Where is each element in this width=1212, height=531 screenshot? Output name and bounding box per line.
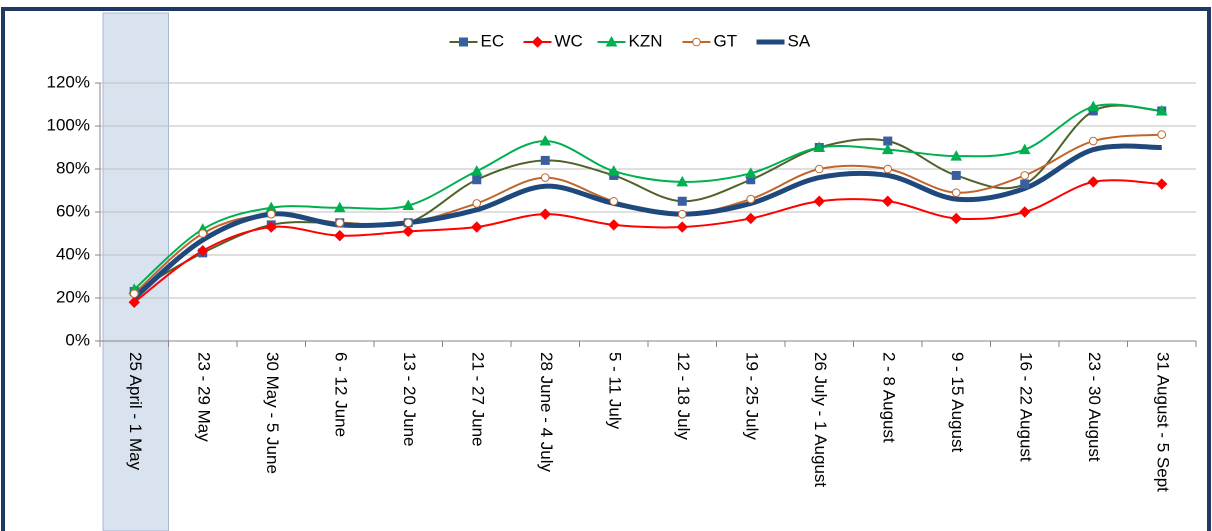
frame — [1, 7, 1211, 531]
marker — [813, 141, 826, 152]
marker — [676, 175, 689, 187]
marker — [540, 155, 550, 165]
marker — [881, 143, 894, 155]
marker — [539, 135, 552, 146]
marker — [883, 164, 893, 174]
marker — [198, 229, 208, 238]
marker — [608, 219, 620, 231]
x-tick-label: 9 - 15 August — [948, 352, 967, 452]
series-line — [133, 179, 1162, 304]
x-tick-label: 21 - 27 June — [468, 352, 487, 447]
legend-item: SA — [756, 31, 811, 50]
marker — [1088, 136, 1098, 146]
marker — [609, 196, 619, 206]
marker — [744, 167, 757, 178]
marker — [471, 221, 483, 233]
x-tick-label: 6 - 12 June — [331, 352, 350, 437]
legend-label: WC — [555, 31, 583, 50]
legend-label: KZN — [629, 31, 663, 50]
marker — [335, 218, 345, 228]
marker — [531, 36, 544, 48]
x-tick-label: 12 - 18 July — [674, 352, 693, 440]
marker — [1020, 179, 1030, 189]
x-tick-label: 25 April - 1 May — [126, 352, 145, 471]
legend-item: EC — [449, 31, 505, 50]
x-tick-label: 28 June - 4 July — [537, 352, 556, 473]
y-tick-label: 60% — [56, 201, 90, 220]
marker — [950, 150, 963, 161]
x-tick-label: 30 May - 5 June — [263, 352, 282, 474]
x-tick-label: 5 - 11 July — [605, 352, 624, 430]
marker — [677, 209, 687, 219]
series-line — [133, 104, 1162, 293]
marker — [605, 35, 618, 47]
x-tick-label: 26 July - 1 August — [811, 352, 830, 487]
marker — [1018, 143, 1031, 155]
marker — [951, 188, 961, 197]
y-tick-label: 80% — [56, 158, 90, 177]
marker — [950, 212, 962, 225]
series-line — [133, 103, 1162, 291]
y-tick-label: 120% — [47, 72, 90, 91]
marker — [676, 221, 688, 233]
marker — [266, 209, 276, 219]
y-tick-label: 0% — [65, 330, 90, 349]
x-tick-label: 23 - 29 May — [194, 352, 213, 442]
marker — [197, 244, 209, 257]
legend-label: EC — [481, 31, 505, 50]
marker — [1087, 100, 1100, 112]
marker — [746, 194, 756, 204]
marker — [472, 199, 482, 208]
x-tick-label: 31 August - 5 Sept — [1153, 352, 1172, 492]
marker — [128, 296, 140, 309]
marker — [692, 37, 701, 47]
marker — [540, 173, 550, 182]
legend-label: GT — [714, 31, 738, 50]
legend-item: WC — [523, 31, 583, 50]
x-tick-label: 23 - 30 August — [1085, 352, 1104, 462]
marker — [403, 218, 413, 228]
marker — [814, 164, 824, 174]
marker — [402, 225, 414, 238]
marker — [1087, 176, 1099, 188]
x-tick-label: 13 - 20 June — [400, 352, 419, 447]
marker — [1019, 206, 1031, 218]
marker — [265, 221, 277, 233]
marker — [607, 165, 620, 176]
marker — [677, 196, 687, 206]
y-tick-label: 20% — [56, 287, 90, 306]
marker — [882, 195, 894, 207]
x-tick-label: 2 - 8 August — [879, 352, 898, 443]
marker — [951, 170, 961, 180]
x-tick-label: 19 - 25 July — [742, 352, 761, 440]
legend-label: SA — [788, 31, 811, 50]
marker — [129, 289, 139, 299]
marker — [1157, 130, 1167, 139]
marker — [1020, 171, 1030, 180]
marker — [459, 37, 468, 47]
x-tick-label: 16 - 22 August — [1016, 352, 1035, 462]
marker — [402, 199, 415, 211]
marker — [470, 165, 483, 176]
y-tick-label: 100% — [47, 115, 90, 134]
legend-item: KZN — [597, 31, 663, 50]
marker — [539, 208, 551, 220]
marker — [333, 201, 346, 213]
marker — [334, 229, 346, 242]
legend-item: GT — [682, 31, 738, 50]
marker — [813, 195, 825, 207]
series-line — [132, 143, 1162, 300]
y-tick-label: 40% — [56, 244, 90, 263]
marker — [1156, 178, 1168, 190]
marker — [745, 212, 757, 225]
marker — [472, 175, 482, 185]
marker — [1155, 104, 1168, 116]
